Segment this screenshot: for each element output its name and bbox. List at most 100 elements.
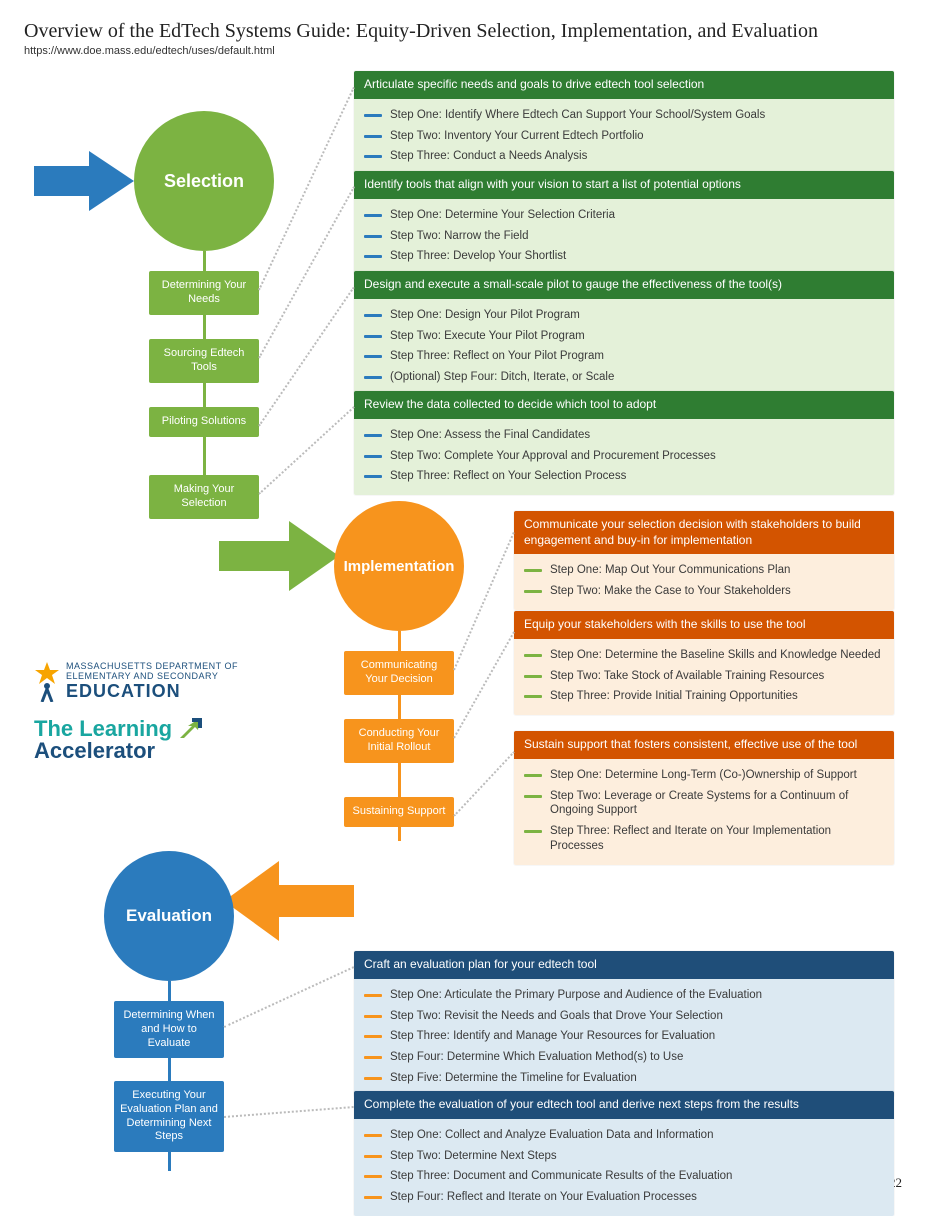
step-label: Step One: Identify Where Edtech Can Supp… (390, 108, 765, 123)
diagram-canvas: Selection Implementation Evaluation MASS… (24, 71, 902, 1171)
step-item: Step Two: Narrow the Field (364, 226, 884, 247)
step-label: Step Two: Complete Your Approval and Pro… (390, 449, 716, 464)
step-item: Step Two: Make the Case to Your Stakehol… (524, 581, 884, 602)
step-tick-icon (524, 774, 542, 777)
step-tick-icon (364, 355, 382, 358)
step-label: Step Two: Execute Your Pilot Program (390, 329, 585, 344)
step-label: Step Five: Determine the Timeline for Ev… (390, 1071, 637, 1086)
subphase-selection-3: Making Your Selection (149, 475, 259, 519)
panel-body: Step One: Determine the Baseline Skills … (514, 639, 894, 716)
panel-evaluation-1: Complete the evaluation of your edtech t… (354, 1091, 894, 1216)
panel-implementation-0: Communicate your selection decision with… (514, 511, 894, 610)
panel-evaluation-0: Craft an evaluation plan for your edtech… (354, 951, 894, 1097)
panel-body: Step One: Articulate the Primary Purpose… (354, 979, 894, 1098)
step-item: Step Three: Reflect on Your Pilot Progra… (364, 346, 884, 367)
step-label: Step Three: Provide Initial Training Opp… (550, 689, 798, 704)
step-item: Step One: Determine Long-Term (Co-)Owner… (524, 765, 884, 786)
dotted-connector (258, 406, 354, 494)
step-item: (Optional) Step Four: Ditch, Iterate, or… (364, 367, 884, 388)
step-item: Step One: Determine the Baseline Skills … (524, 645, 884, 666)
dotted-connector (258, 187, 355, 359)
step-item: Step Three: Reflect on Your Selection Pr… (364, 466, 884, 487)
step-item: Step Three: Provide Initial Training Opp… (524, 686, 884, 707)
step-label: Step One: Determine Your Selection Crite… (390, 208, 615, 223)
panel-selection-2: Design and execute a small-scale pilot t… (354, 271, 894, 396)
logos-block: MASSACHUSETTS DEPARTMENT OF ELEMENTARY A… (34, 661, 264, 762)
star-person-icon (34, 662, 60, 702)
phase-circle-evaluation: Evaluation (104, 851, 234, 981)
step-tick-icon (364, 434, 382, 437)
panel-implementation-2: Sustain support that fosters consistent,… (514, 731, 894, 865)
step-label: Step One: Determine the Baseline Skills … (550, 648, 881, 663)
step-tick-icon (364, 114, 382, 117)
step-label: Step One: Map Out Your Communications Pl… (550, 563, 790, 578)
step-item: Step Two: Inventory Your Current Edtech … (364, 126, 884, 147)
step-label: Step Four: Reflect and Iterate on Your E… (390, 1190, 697, 1205)
dotted-connector (224, 1106, 354, 1118)
step-label: Step Two: Leverage or Create Systems for… (550, 789, 884, 819)
step-item: Step Two: Determine Next Steps (364, 1146, 884, 1167)
phase-circle-implementation: Implementation (334, 501, 464, 631)
step-tick-icon (364, 214, 382, 217)
dotted-connector (453, 751, 514, 816)
step-tick-icon (364, 335, 382, 338)
page-title: Overview of the EdTech Systems Guide: Eq… (24, 20, 902, 43)
step-item: Step One: Collect and Analyze Evaluation… (364, 1125, 884, 1146)
phase-circle-selection: Selection (134, 111, 274, 251)
panel-body: Step One: Assess the Final Candidates Ste… (354, 419, 894, 496)
panel-body: Step One: Identify Where Edtech Can Supp… (354, 99, 894, 176)
step-tick-icon (364, 1056, 382, 1059)
step-item: Step Three: Identify and Manage Your Res… (364, 1026, 884, 1047)
dept-line3: EDUCATION (66, 681, 238, 702)
dept-line2: ELEMENTARY AND SECONDARY (66, 671, 238, 681)
step-label: Step Two: Determine Next Steps (390, 1149, 557, 1164)
dotted-connector (258, 286, 355, 426)
panel-selection-0: Articulate specific needs and goals to d… (354, 71, 894, 175)
step-item: Step Three: Document and Communicate Res… (364, 1166, 884, 1187)
step-label: Step Three: Conduct a Needs Analysis (390, 149, 587, 164)
step-label: Step Two: Narrow the Field (390, 229, 529, 244)
step-item: Step One: Map Out Your Communications Pl… (524, 560, 884, 581)
panel-header: Sustain support that fosters consistent,… (514, 731, 894, 759)
panel-header: Craft an evaluation plan for your edtech… (354, 951, 894, 979)
panel-header: Review the data collected to decide whic… (354, 391, 894, 419)
panel-body: Step One: Design Your Pilot Program Step … (354, 299, 894, 397)
arrow-impl-to-eval (224, 861, 354, 941)
subphase-selection-1: Sourcing Edtech Tools (149, 339, 259, 383)
step-tick-icon (364, 1134, 382, 1137)
step-label: Step Three: Reflect and Iterate on Your … (550, 824, 884, 854)
step-label: Step One: Assess the Final Candidates (390, 428, 590, 443)
subphase-evaluation-0: Determining When and How to Evaluate (114, 1001, 224, 1058)
step-tick-icon (364, 1175, 382, 1178)
accelerator-arrow-icon (178, 718, 204, 740)
step-tick-icon (364, 1155, 382, 1158)
step-label: Step Two: Revisit the Needs and Goals th… (390, 1009, 723, 1024)
step-tick-icon (364, 1196, 382, 1199)
step-tick-icon (524, 675, 542, 678)
step-item: Step Four: Determine Which Evaluation Me… (364, 1047, 884, 1068)
panel-implementation-1: Equip your stakeholders with the skills … (514, 611, 894, 715)
step-label: Step Three: Document and Communicate Res… (390, 1169, 732, 1184)
step-tick-icon (364, 155, 382, 158)
step-item: Step Two: Leverage or Create Systems for… (524, 786, 884, 822)
step-item: Step One: Articulate the Primary Purpose… (364, 985, 884, 1006)
page-url: https://www.doe.mass.edu/edtech/uses/def… (24, 45, 902, 57)
panel-header: Articulate specific needs and goals to d… (354, 71, 894, 99)
step-label: Step Two: Make the Case to Your Stakehol… (550, 584, 791, 599)
step-label: Step Three: Reflect on Your Selection Pr… (390, 469, 626, 484)
step-label: Step Three: Identify and Manage Your Res… (390, 1029, 715, 1044)
panel-header: Communicate your selection decision with… (514, 511, 894, 554)
step-item: Step Two: Revisit the Needs and Goals th… (364, 1006, 884, 1027)
step-label: (Optional) Step Four: Ditch, Iterate, or… (390, 370, 614, 385)
panel-header: Equip your stakeholders with the skills … (514, 611, 894, 639)
step-tick-icon (364, 1015, 382, 1018)
step-item: Step One: Identify Where Edtech Can Supp… (364, 105, 884, 126)
step-tick-icon (524, 795, 542, 798)
subphase-selection-2: Piloting Solutions (149, 407, 259, 437)
step-label: Step One: Collect and Analyze Evaluation… (390, 1128, 713, 1143)
step-item: Step Four: Reflect and Iterate on Your E… (364, 1187, 884, 1208)
step-tick-icon (364, 235, 382, 238)
step-item: Step Three: Conduct a Needs Analysis (364, 146, 884, 167)
step-tick-icon (524, 569, 542, 572)
step-item: Step One: Design Your Pilot Program (364, 305, 884, 326)
